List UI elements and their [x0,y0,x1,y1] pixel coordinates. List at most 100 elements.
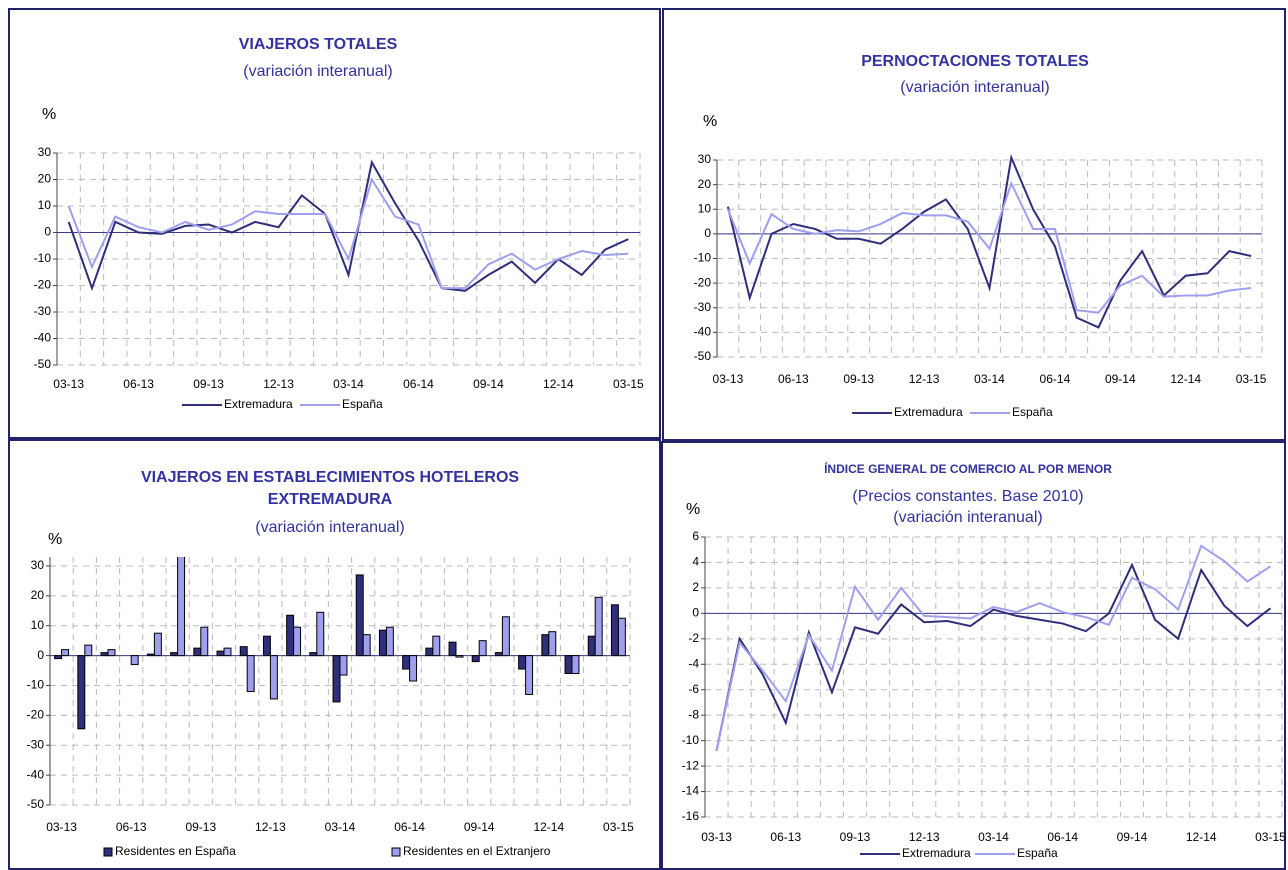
x-tick-label: 09-14 [464,820,495,834]
chart-title: EXTREMADURA [268,491,393,508]
y-tick-label: 20 [31,588,45,602]
bar [478,640,487,657]
chart-subtitle: (variación interanual) [893,509,1042,526]
bar [571,655,580,675]
chart-subtitle: (variación interanual) [255,519,404,536]
bar [339,655,348,676]
y-tick-label: 4 [692,555,699,569]
y-tick-label: 10 [698,201,712,215]
legend-label: Extremadura [894,405,963,419]
bar [170,652,179,657]
panel [661,441,1286,870]
y-tick-label: -10 [682,733,700,747]
y-axis-label: % [48,531,62,548]
y-tick-label: 30 [38,145,52,159]
x-tick-label: 09-13 [840,830,871,844]
y-tick-label: 0 [44,225,51,239]
x-tick-label: 03-14 [978,830,1009,844]
legend-label: España [1012,405,1053,419]
y-tick-label: -40 [694,325,712,339]
y-tick-label: -6 [688,682,699,696]
bar [432,635,441,657]
y-tick-label: 6 [692,529,699,543]
bar [378,629,387,657]
y-tick-label: -10 [694,251,712,265]
x-tick-label: 12-13 [909,830,940,844]
bar [409,655,418,682]
chart-subtitle: (variación interanual) [243,63,392,80]
x-tick-label: 06-13 [770,830,801,844]
legend-label: Extremadura [902,846,971,860]
y-tick-label: -12 [682,758,700,772]
panel [8,8,661,439]
y-tick-label: -50 [34,357,52,371]
x-tick-label: 03-15 [603,820,634,834]
chart-title: PERNOCTACIONES TOTALES [861,53,1089,70]
y-tick-label: -14 [682,784,700,798]
legend-label: España [342,397,383,411]
panel [662,8,1286,441]
x-tick-label: 03-15 [1255,830,1286,844]
y-tick-label: -10 [34,251,52,265]
bar [309,652,318,657]
y-tick-label: -20 [694,275,712,289]
y-tick-label: -30 [694,300,712,314]
line [715,562,1272,752]
y-tick-label: 0 [704,226,711,240]
x-tick-label: 03-13 [701,830,732,844]
chart-title: VIAJEROS EN ESTABLECIMIENTOS HOTELEROS [141,469,519,486]
bar [541,634,550,657]
bar [239,646,248,657]
x-tick-label: 09-14 [1117,830,1148,844]
x-tick-label: 09-14 [473,377,504,391]
legend-swatch [103,847,113,857]
bar [617,617,626,657]
x-tick-label: 06-14 [394,820,425,834]
y-tick-label: -20 [34,278,52,292]
bar [385,626,394,657]
y-tick-label: -10 [27,678,45,692]
bar [525,655,534,695]
y-tick-label: -30 [27,737,45,751]
y-tick-label: -20 [27,708,45,722]
x-tick-label: 03-13 [53,377,84,391]
x-tick-label: 12-13 [909,372,940,386]
x-tick-label: 12-14 [1170,372,1201,386]
bar [269,655,278,700]
bar [355,574,364,657]
bar [153,632,162,657]
y-tick-label: -50 [27,797,45,811]
chart-title: ÍNDICE GENERAL DE COMERCIO AL POR MENOR [824,461,1112,476]
bar [402,655,411,670]
y-tick-label: -2 [688,631,699,645]
bar [548,631,557,657]
x-tick-label: 03-15 [1236,372,1267,386]
y-tick-label: -8 [688,707,699,721]
legend-label: España [1017,846,1058,860]
legend-label: Extremadura [224,397,293,411]
x-tick-label: 09-14 [1105,372,1136,386]
x-tick-label: 06-14 [1047,830,1078,844]
bar [594,596,603,657]
y-axis-label: % [686,501,700,518]
x-tick-label: 09-13 [843,372,874,386]
y-tick-label: 20 [38,172,52,186]
line [67,177,629,290]
bar [200,626,209,657]
chart-title: VIAJEROS TOTALES [239,36,398,53]
x-tick-label: 12-13 [263,377,294,391]
y-tick-label: -4 [688,656,699,670]
bar [518,655,527,670]
legend-swatch [391,847,401,857]
x-tick-label: 12-14 [533,820,564,834]
bar [362,634,371,657]
x-tick-label: 12-13 [255,820,286,834]
x-tick-label: 06-14 [403,377,434,391]
y-tick-label: 0 [37,648,44,662]
line [67,159,629,292]
bar [316,611,325,657]
bar [216,650,225,657]
y-tick-label: -30 [34,304,52,318]
x-tick-label: 09-13 [193,377,224,391]
x-tick-label: 06-13 [116,820,147,834]
